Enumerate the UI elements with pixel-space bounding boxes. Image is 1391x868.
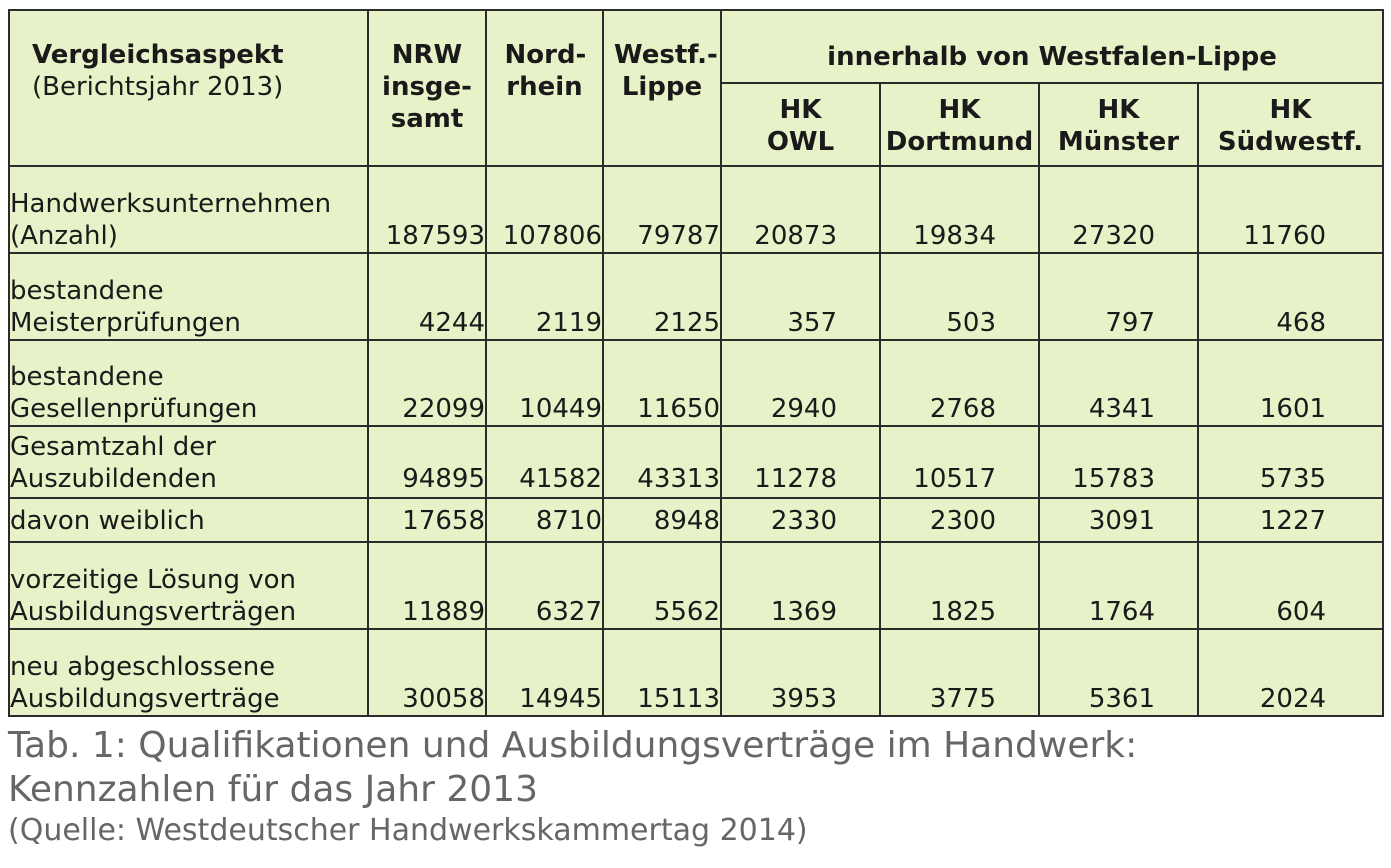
row-label: Handwerksunternehmen (Anzahl) xyxy=(8,165,369,254)
cell-dortmund: 1825 xyxy=(879,541,1040,630)
cell-nordrhein: 8710 xyxy=(485,496,604,544)
cell-suedwestf: 2024 xyxy=(1196,627,1385,718)
header-westfalen-lippe: Westf.- Lippe xyxy=(602,8,722,168)
cell-owl: 20873 xyxy=(720,165,881,254)
cell-nordrhein: 41582 xyxy=(485,425,604,499)
cell-nrw: 4244 xyxy=(367,251,487,342)
cell-owl: 2940 xyxy=(720,339,881,428)
cell-nrw: 11889 xyxy=(367,541,487,630)
cell-muenster: 15783 xyxy=(1038,425,1199,499)
cell-nrw: 30058 xyxy=(367,627,487,718)
table-row: neu abgeschlossene Ausbildungsverträge 30… xyxy=(8,627,1385,718)
table-caption: Tab. 1: Qualifikationen und Ausbildungsv… xyxy=(8,724,1382,850)
cell-nordrhein: 107806 xyxy=(485,165,604,254)
cell-suedwestf: 604 xyxy=(1196,541,1385,630)
cell-nrw: 22099 xyxy=(367,339,487,428)
cell-suedwestf: 1601 xyxy=(1196,339,1385,428)
header-group-westfalen-lippe: innerhalb von Westfalen-Lippe xyxy=(719,8,1385,85)
cell-owl: 3953 xyxy=(720,627,881,718)
cell-muenster: 5361 xyxy=(1038,627,1199,718)
cell-westf: 11650 xyxy=(602,339,722,428)
row-label: neu abgeschlossene Ausbildungsverträge xyxy=(8,627,369,718)
cell-nrw: 17658 xyxy=(367,496,487,544)
cell-dortmund: 2300 xyxy=(879,496,1040,544)
cell-muenster: 3091 xyxy=(1038,496,1199,544)
cell-nordrhein: 14945 xyxy=(485,627,604,718)
caption-source: (Quelle: Westdeutscher Handwerkskammerta… xyxy=(8,813,808,848)
cell-suedwestf: 5735 xyxy=(1196,425,1385,499)
cell-owl: 1369 xyxy=(720,541,881,630)
table-row: bestandene Gesellenprüfungen 22099 10449 … xyxy=(8,339,1385,428)
cell-muenster: 1764 xyxy=(1038,541,1199,630)
row-label: bestandene Gesellenprüfungen xyxy=(8,339,369,428)
cell-nrw: 187593 xyxy=(367,165,487,254)
table-row: Gesamtzahl der Auszubildenden 94895 41582… xyxy=(8,425,1385,499)
caption-line-1: Tab. 1: Qualifikationen und Ausbildungsv… xyxy=(8,725,1138,766)
cell-nordrhein: 2119 xyxy=(485,251,604,342)
cell-westf: 8948 xyxy=(602,496,722,544)
header-vergleichsaspekt: Vergleichsaspekt (Berichtsjahr 2013) xyxy=(8,8,369,168)
cell-suedwestf: 1227 xyxy=(1196,496,1385,544)
cell-owl: 2330 xyxy=(720,496,881,544)
header-hk-suedwestf: HK Südwestf. xyxy=(1196,82,1385,168)
header-nrw: NRW insge- samt xyxy=(367,8,487,168)
cell-dortmund: 10517 xyxy=(879,425,1040,499)
cell-nordrhein: 10449 xyxy=(485,339,604,428)
cell-suedwestf: 468 xyxy=(1196,251,1385,342)
cell-dortmund: 3775 xyxy=(879,627,1040,718)
cell-dortmund: 19834 xyxy=(879,165,1040,254)
cell-westf: 43313 xyxy=(602,425,722,499)
table-row: vorzeitige Lösung von Ausbildungsverträge… xyxy=(8,541,1385,630)
cell-suedwestf: 11760 xyxy=(1196,165,1385,254)
cell-muenster: 27320 xyxy=(1038,165,1199,254)
cell-nrw: 94895 xyxy=(367,425,487,499)
cell-owl: 11278 xyxy=(720,425,881,499)
header-aspect-sub: (Berichtsjahr 2013) xyxy=(32,72,284,102)
row-label: bestandene Meisterprüfungen xyxy=(8,251,369,342)
caption-line-2: Kennzahlen für das Jahr 2013 xyxy=(8,769,538,810)
cell-westf: 5562 xyxy=(602,541,722,630)
cell-dortmund: 503 xyxy=(879,251,1040,342)
cell-muenster: 797 xyxy=(1038,251,1199,342)
header-hk-owl: HK OWL xyxy=(720,82,881,168)
row-label: davon weiblich xyxy=(8,496,369,544)
row-label: vorzeitige Lösung von Ausbildungsverträge… xyxy=(8,541,369,630)
cell-westf: 15113 xyxy=(602,627,722,718)
table-row: Handwerksunternehmen (Anzahl) 187593 1078… xyxy=(8,165,1385,254)
header-aspect-title: Vergleichsaspekt xyxy=(32,40,284,70)
cell-nordrhein: 6327 xyxy=(485,541,604,630)
table-row: davon weiblich 17658 8710 8948 2330 2300… xyxy=(8,496,1385,544)
row-label: Gesamtzahl der Auszubildenden xyxy=(8,425,369,499)
cell-westf: 79787 xyxy=(602,165,722,254)
table-row: bestandene Meisterprüfungen 4244 2119 212… xyxy=(8,251,1385,342)
cell-owl: 357 xyxy=(720,251,881,342)
header-hk-dortmund: HK Dortmund xyxy=(879,82,1040,168)
cell-westf: 2125 xyxy=(602,251,722,342)
cell-dortmund: 2768 xyxy=(879,339,1040,428)
header-nordrhein: Nord- rhein xyxy=(485,8,604,168)
kennzahlen-table: Vergleichsaspekt (Berichtsjahr 2013) NRW… xyxy=(8,8,1385,718)
header-hk-muenster: HK Münster xyxy=(1038,82,1199,168)
cell-muenster: 4341 xyxy=(1038,339,1199,428)
